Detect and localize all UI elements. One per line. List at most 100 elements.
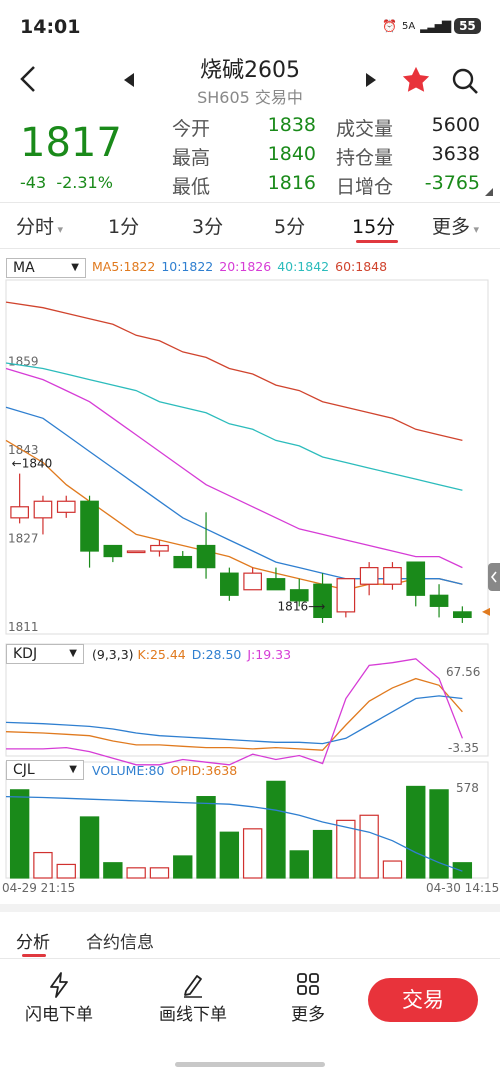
candle-body [453,611,472,619]
chevron-down-icon: ▼ [69,648,77,659]
back-icon[interactable] [18,64,38,98]
change-value: -43 [20,173,47,192]
legend-item: D:28.50 [191,647,242,662]
status-icons: ⏰ 5A ▂▃▅▇ 55 [382,18,481,34]
chevron-down-icon: ▼ [71,262,79,273]
chevron-down-icon: ▾ [54,223,64,236]
candle-body [406,561,426,596]
signal-icon: ▂▃▅▇ [420,19,451,33]
price-axis-label: 1811 [8,620,39,634]
cjl-selector-label: CJL [13,762,35,778]
kline-chart[interactable]: 18751859184318271811←18401816⟶67.56-3.35… [0,250,500,900]
stat-value: -3765 [424,172,480,194]
volume-max-label: 578 [456,781,479,795]
tab-5[interactable]: 更多 ▾ [432,216,480,238]
kdj-max-label: 67.56 [446,665,480,679]
legend-item: 40:1842 [277,259,330,274]
next-contract-icon[interactable] [364,72,378,92]
tab-1[interactable]: 1分 [108,216,140,238]
alarm-icon: ⏰ [382,19,397,33]
volume-bar [33,851,53,879]
draw-order-button[interactable]: 画线下单 [148,972,238,1025]
tab-0[interactable]: 分时 ▾ [16,216,64,238]
home-indicator[interactable] [175,1062,325,1067]
tab-3[interactable]: 5分 [274,216,306,238]
legend-item: OPID:3638 [170,763,238,778]
volume-bar [359,814,379,879]
candle-body [80,500,99,552]
volume-bar [266,780,286,879]
time-axis-start: 04-29 21:15 [2,881,75,895]
ma-line-ma20 [5,367,463,569]
status-time: 14:01 [20,16,81,38]
tab-contract-info[interactable]: 合约信息 [86,933,154,953]
kdj-selector[interactable]: KDJ ▼ [6,644,84,664]
cjl-selector[interactable]: CJL ▼ [6,760,84,780]
price-change: -43 -2.31% [20,173,113,192]
low-marker: 1816⟶ [278,599,326,613]
tab-analysis[interactable]: 分析 [16,933,50,953]
stat-value: 1816 [267,172,316,194]
trade-button[interactable]: 交易 [368,978,478,1022]
legend-item: VOLUME:80 [92,763,165,778]
side-drawer-handle[interactable] [488,563,500,591]
stat-value: 1838 [267,114,316,136]
volume-bar [126,867,146,879]
candle-body [196,544,216,569]
stat-label: 今开 [172,118,211,140]
volume-bar [429,789,449,879]
volume-bar [382,860,403,879]
tab-2[interactable]: 3分 [192,216,224,238]
volume-bar [452,862,473,879]
candle-body [150,544,169,552]
ma-legend: MA5:1822 10:1822 20:1826 40:1842 60:1848 [92,259,393,274]
volume-bar [312,829,333,879]
tab-4[interactable]: 15分 [352,216,396,238]
star-icon[interactable] [400,65,432,99]
prev-contract-icon[interactable] [122,72,136,92]
kdj-line-j [6,658,464,766]
volume-bar [9,789,30,879]
change-percent: -2.31% [56,173,113,192]
kdj-legend: (9,3,3) K:25.44 D:28.50 J:19.33 [92,647,297,662]
panel-frame [5,279,489,635]
chevron-down-icon: ▼ [69,764,77,775]
section-gap [0,904,500,912]
last-price: 1817 [20,120,122,166]
flash-order-label: 闪电下单 [25,1005,93,1025]
ma-selector[interactable]: MA ▼ [6,258,86,278]
candle-body [103,544,123,558]
opid-line [5,795,463,872]
stat-label: 成交量 [336,118,394,140]
high-marker: ←1840 [12,457,53,471]
kdj-line-d [5,695,463,745]
flash-order-button[interactable]: 闪电下单 [14,972,104,1025]
search-icon[interactable] [450,66,480,100]
legend-item: 10:1822 [161,259,214,274]
volume-bar [56,863,76,879]
price-axis-label: 1827 [8,532,39,546]
ma-line-ma40 [5,362,463,491]
volume-bar [336,819,356,879]
draw-order-label: 画线下单 [159,1005,227,1025]
ma-line-ma10 [5,406,463,585]
legend-item: 60:1848 [335,259,388,274]
chevron-down-icon: ▾ [470,223,480,236]
volume-bar [173,855,193,879]
candle-body [56,500,76,513]
candle-body [33,500,53,519]
legend-item: J:19.33 [247,647,292,662]
expand-icon[interactable] [484,182,494,201]
more-tools-button[interactable]: 更多 [263,972,353,1025]
pencil-icon [148,972,238,1000]
divider [0,248,500,249]
candle-body [336,578,356,613]
network-label: 5A [401,20,416,32]
cjl-legend: VOLUME:80 OPID:3638 [92,763,243,778]
volume-bar [103,862,123,879]
volume-bar [79,816,100,879]
candle-body [220,572,239,596]
kdj-selector-label: KDJ [13,646,38,662]
stat-value: 5600 [431,114,480,136]
stat-label: 最低 [172,176,211,198]
